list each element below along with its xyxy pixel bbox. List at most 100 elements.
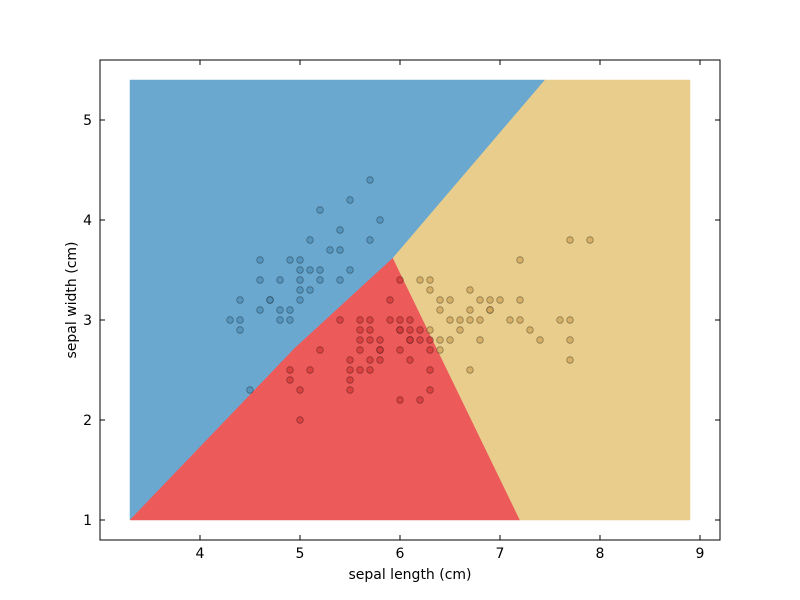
data-point-class-0 xyxy=(336,246,344,254)
data-point-class-0 xyxy=(366,176,374,184)
data-point-class-1 xyxy=(426,386,434,394)
data-point-class-0 xyxy=(296,296,304,304)
data-point-class-1 xyxy=(426,366,434,374)
data-point-class-0 xyxy=(346,266,354,274)
data-point-class-0 xyxy=(226,316,234,324)
data-point-class-1 xyxy=(346,376,354,384)
data-point-class-1 xyxy=(366,366,374,374)
data-point-class-1 xyxy=(366,356,374,364)
x-tick-label: 6 xyxy=(396,546,405,562)
data-point-class-2 xyxy=(476,336,484,344)
data-point-class-0 xyxy=(296,266,304,274)
data-point-class-0 xyxy=(316,206,324,214)
data-point-class-1 xyxy=(386,316,394,324)
data-point-class-1 xyxy=(306,366,314,374)
data-point-class-2 xyxy=(446,316,454,324)
data-point-class-1 xyxy=(336,316,344,324)
data-point-class-1 xyxy=(406,336,414,344)
data-point-class-0 xyxy=(316,276,324,284)
data-point-class-2 xyxy=(456,326,464,334)
data-point-class-0 xyxy=(306,236,314,244)
data-point-class-0 xyxy=(296,276,304,284)
data-point-class-1 xyxy=(356,346,364,354)
data-point-class-2 xyxy=(426,286,434,294)
data-point-class-0 xyxy=(236,296,244,304)
data-point-class-0 xyxy=(326,246,334,254)
data-point-class-2 xyxy=(566,316,574,324)
data-point-class-0 xyxy=(316,266,324,274)
data-point-class-1 xyxy=(396,326,404,334)
data-point-class-1 xyxy=(366,336,374,344)
data-point-class-2 xyxy=(436,296,444,304)
data-point-class-2 xyxy=(436,306,444,314)
data-point-class-1 xyxy=(376,336,384,344)
data-point-class-2 xyxy=(516,296,524,304)
data-point-class-0 xyxy=(266,296,274,304)
data-point-class-2 xyxy=(436,346,444,354)
data-point-class-2 xyxy=(446,296,454,304)
data-point-class-2 xyxy=(566,236,574,244)
data-point-class-1 xyxy=(416,396,424,404)
x-tick-label: 9 xyxy=(696,546,705,562)
data-point-class-0 xyxy=(296,286,304,294)
plot-frame xyxy=(99,59,721,541)
data-point-class-2 xyxy=(426,326,434,334)
data-point-class-2 xyxy=(476,316,484,324)
data-point-class-0 xyxy=(286,316,294,324)
data-point-class-0 xyxy=(366,236,374,244)
x-tick-label: 5 xyxy=(296,546,305,562)
data-point-class-0 xyxy=(286,256,294,264)
x-tick-label: 8 xyxy=(596,546,605,562)
x-axis-label: sepal length (cm) xyxy=(348,567,471,583)
data-point-class-1 xyxy=(346,366,354,374)
x-axis: 4 5 6 7 8 9 xyxy=(196,60,705,562)
data-point-class-0 xyxy=(276,276,284,284)
x-tick-label: 7 xyxy=(496,546,505,562)
decision-regions xyxy=(129,79,691,521)
data-point-class-1 xyxy=(416,336,424,344)
data-point-class-0 xyxy=(256,256,264,264)
data-point-class-2 xyxy=(466,286,474,294)
y-tick-label: 5 xyxy=(83,113,92,129)
data-point-class-0 xyxy=(346,196,354,204)
data-point-class-2 xyxy=(516,316,524,324)
data-point-class-1 xyxy=(286,366,294,374)
data-points xyxy=(226,176,594,424)
data-point-class-1 xyxy=(376,356,384,364)
data-point-class-1 xyxy=(356,366,364,374)
y-axis: 1 2 3 4 5 xyxy=(83,113,720,529)
y-tick-label: 4 xyxy=(83,213,92,229)
data-point-class-2 xyxy=(466,366,474,374)
data-point-class-2 xyxy=(486,306,494,314)
data-point-class-2 xyxy=(436,336,444,344)
decision-region-class-2 xyxy=(392,79,691,521)
y-tick-label: 1 xyxy=(83,513,92,529)
data-point-class-0 xyxy=(256,306,264,314)
data-point-class-0 xyxy=(306,286,314,294)
data-point-class-2 xyxy=(586,236,594,244)
data-point-class-0 xyxy=(286,306,294,314)
data-point-class-1 xyxy=(406,326,414,334)
data-point-class-2 xyxy=(526,326,534,334)
data-point-class-0 xyxy=(296,256,304,264)
data-point-class-1 xyxy=(396,396,404,404)
data-point-class-1 xyxy=(286,376,294,384)
data-point-class-1 xyxy=(296,386,304,394)
data-point-class-1 xyxy=(396,316,404,324)
data-point-class-1 xyxy=(356,326,364,334)
data-point-class-2 xyxy=(476,296,484,304)
y-tick-label: 3 xyxy=(83,313,92,329)
data-point-class-2 xyxy=(566,356,574,364)
data-point-class-1 xyxy=(396,346,404,354)
data-point-class-1 xyxy=(396,276,404,284)
data-point-class-1 xyxy=(386,296,394,304)
data-point-class-2 xyxy=(486,296,494,304)
data-point-class-1 xyxy=(406,356,414,364)
data-point-class-2 xyxy=(506,316,514,324)
data-point-class-1 xyxy=(296,416,304,424)
data-point-class-1 xyxy=(426,336,434,344)
data-point-class-1 xyxy=(376,346,384,354)
data-point-class-1 xyxy=(356,336,364,344)
data-point-class-2 xyxy=(426,276,434,284)
data-point-class-0 xyxy=(236,326,244,334)
